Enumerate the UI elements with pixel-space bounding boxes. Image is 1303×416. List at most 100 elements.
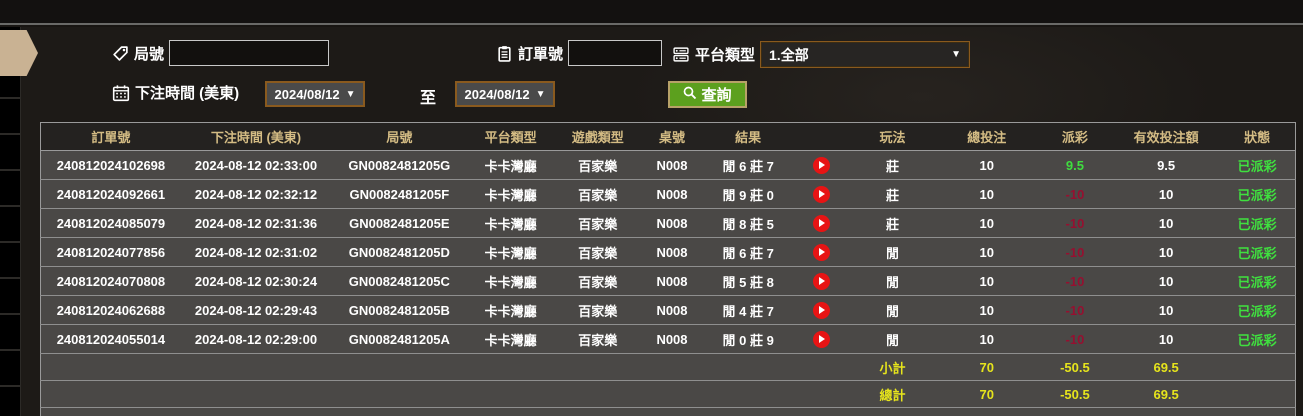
cell-platform: 卡卡灣廳 [467, 208, 554, 238]
date-from-value: 2024/08/12 [274, 86, 340, 102]
cell-game-type: 百家樂 [553, 208, 642, 238]
cell-valid-bet: 10 [1113, 295, 1220, 325]
cell-play [794, 266, 849, 296]
play-replay-icon[interactable] [812, 301, 830, 319]
play-replay-icon[interactable] [812, 214, 830, 232]
query-button[interactable]: 查詢 [668, 81, 747, 108]
chevron-down-icon: ▼ [951, 49, 962, 60]
cell-play [794, 179, 849, 209]
col-header-payout: 派彩 [1036, 122, 1113, 151]
cell-total-bet: 10 [936, 295, 1037, 325]
cell-status: 已派彩 [1219, 208, 1296, 238]
game-no-input[interactable] [169, 40, 330, 66]
summary-label: 小計 [848, 353, 937, 381]
cell-game-no: GN0082481205E [331, 208, 468, 238]
table-row: 240812024055014 2024-08-12 02:29:00 GN0082… [40, 324, 1296, 354]
cell-bet-type: 莊 [848, 179, 937, 209]
col-header-bet-time: 下注時間 (美東) [180, 122, 332, 151]
subtotal-row: 小計 70 -50.5 69.5 [40, 353, 1296, 381]
table-row: 240812024070808 2024-08-12 02:30:24 GN0082… [40, 266, 1296, 296]
cell-total-bet: 10 [936, 179, 1037, 209]
left-rail [0, 27, 21, 416]
date-range-to-label: 至 [420, 90, 437, 107]
cell-valid-bet: 10 [1113, 237, 1220, 267]
cell-status: 已派彩 [1219, 324, 1296, 354]
date-to-select[interactable]: 2024/08/12 ▼ [455, 81, 555, 107]
table-row: 240812024077856 2024-08-12 02:31:02 GN0082… [40, 237, 1296, 267]
cell-game-type: 百家樂 [553, 179, 642, 209]
play-replay-icon[interactable] [812, 243, 830, 261]
main-panel: 局號 訂單號 平台類型 1.全部 ▼ 下注時間 (美東) [21, 27, 1303, 416]
cell-bet-time: 2024-08-12 02:31:02 [180, 237, 332, 267]
cell-play [794, 208, 849, 238]
cell-valid-bet: 10 [1113, 208, 1220, 238]
cell-payout: -10 [1036, 179, 1113, 209]
bet-time-label: 下注時間 (美東) [135, 85, 240, 102]
platform-type-label: 平台類型 [695, 47, 756, 64]
cell-total-bet: 10 [936, 237, 1037, 267]
summary-valid-bet: 69.5 [1113, 353, 1220, 381]
cell-status: 已派彩 [1219, 179, 1296, 209]
cell-total-bet: 10 [936, 266, 1037, 296]
order-no-field: 訂單號 [496, 40, 663, 66]
cell-payout: -10 [1036, 324, 1113, 354]
summary-total-bet: 70 [936, 380, 1037, 408]
cell-table-no: N008 [641, 266, 703, 296]
cell-bet-time: 2024-08-12 02:30:24 [180, 266, 332, 296]
platform-type-select[interactable]: 1.全部 ▼ [760, 41, 971, 68]
cell-empty [41, 408, 1296, 416]
cell-result: 閒 8 莊 5 [702, 208, 795, 238]
query-button-label: 查詢 [701, 87, 732, 104]
cell-bet-time: 2024-08-12 02:32:12 [180, 179, 332, 209]
table-row: 240812024092661 2024-08-12 02:32:12 GN0082… [40, 179, 1296, 209]
cell-result: 閒 4 莊 7 [702, 295, 795, 325]
cell-total-bet: 10 [936, 324, 1037, 354]
cell-game-type: 百家樂 [553, 150, 642, 180]
chevron-down-icon: ▼ [535, 88, 546, 100]
cell-valid-bet: 9.5 [1113, 150, 1220, 180]
table-row: 240812024085079 2024-08-12 02:31:36 GN0082… [40, 208, 1296, 238]
cell-game-no: GN0082481205A [331, 324, 468, 354]
cell-bet-type: 閒 [848, 295, 937, 325]
game-no-label: 局號 [134, 45, 165, 63]
cell-total-bet: 10 [936, 208, 1037, 238]
col-header-game-type: 遊戲類型 [553, 122, 642, 151]
cell-play [794, 237, 849, 267]
cell-platform: 卡卡灣廳 [467, 266, 554, 296]
cell-payout: 9.5 [1036, 150, 1113, 180]
cell-order-no: 240812024062688 [40, 295, 181, 325]
bet-records-table: 訂單號 下注時間 (美東) 局號 平台類型 遊戲類型 桌號 結果 玩法 總投注 … [40, 122, 1296, 416]
cell-payout: -10 [1036, 295, 1113, 325]
col-header-bet-type: 玩法 [848, 122, 937, 151]
cell-bet-time: 2024-08-12 02:31:36 [180, 208, 332, 238]
cell-result: 閒 6 莊 7 [702, 237, 795, 267]
cell-play [794, 324, 849, 354]
play-replay-icon[interactable] [812, 330, 830, 348]
cell-platform: 卡卡灣廳 [467, 237, 554, 267]
cell-order-no: 240812024055014 [40, 324, 181, 354]
cell-status: 已派彩 [1219, 150, 1296, 180]
cell-game-no: GN0082481205D [331, 237, 468, 267]
cell-order-no: 240812024085079 [40, 208, 181, 238]
bet-table-body: 240812024102698 2024-08-12 02:33:00 GN0082… [40, 150, 1296, 416]
cell-payout: -10 [1036, 266, 1113, 296]
play-replay-icon[interactable] [812, 185, 830, 203]
summary-label: 總計 [848, 380, 937, 408]
cell-order-no: 240812024077856 [40, 237, 181, 267]
cell-game-type: 百家樂 [553, 324, 642, 354]
tag-icon [112, 45, 129, 62]
play-replay-icon[interactable] [812, 272, 830, 290]
cell-payout: -10 [1036, 237, 1113, 267]
cell-game-type: 百家樂 [553, 237, 642, 267]
col-header-valid-bet: 有效投注額 [1113, 122, 1220, 151]
date-from-select[interactable]: 2024/08/12 ▼ [265, 81, 365, 107]
game-no-field: 局號 [112, 40, 330, 66]
cell-bet-time: 2024-08-12 02:33:00 [180, 150, 332, 180]
cell-empty [40, 380, 849, 408]
cell-play [794, 150, 849, 180]
chevron-down-icon: ▼ [345, 88, 356, 100]
order-no-input[interactable] [568, 40, 663, 66]
cell-result: 閒 5 莊 8 [702, 266, 795, 296]
play-replay-icon[interactable] [812, 156, 830, 174]
